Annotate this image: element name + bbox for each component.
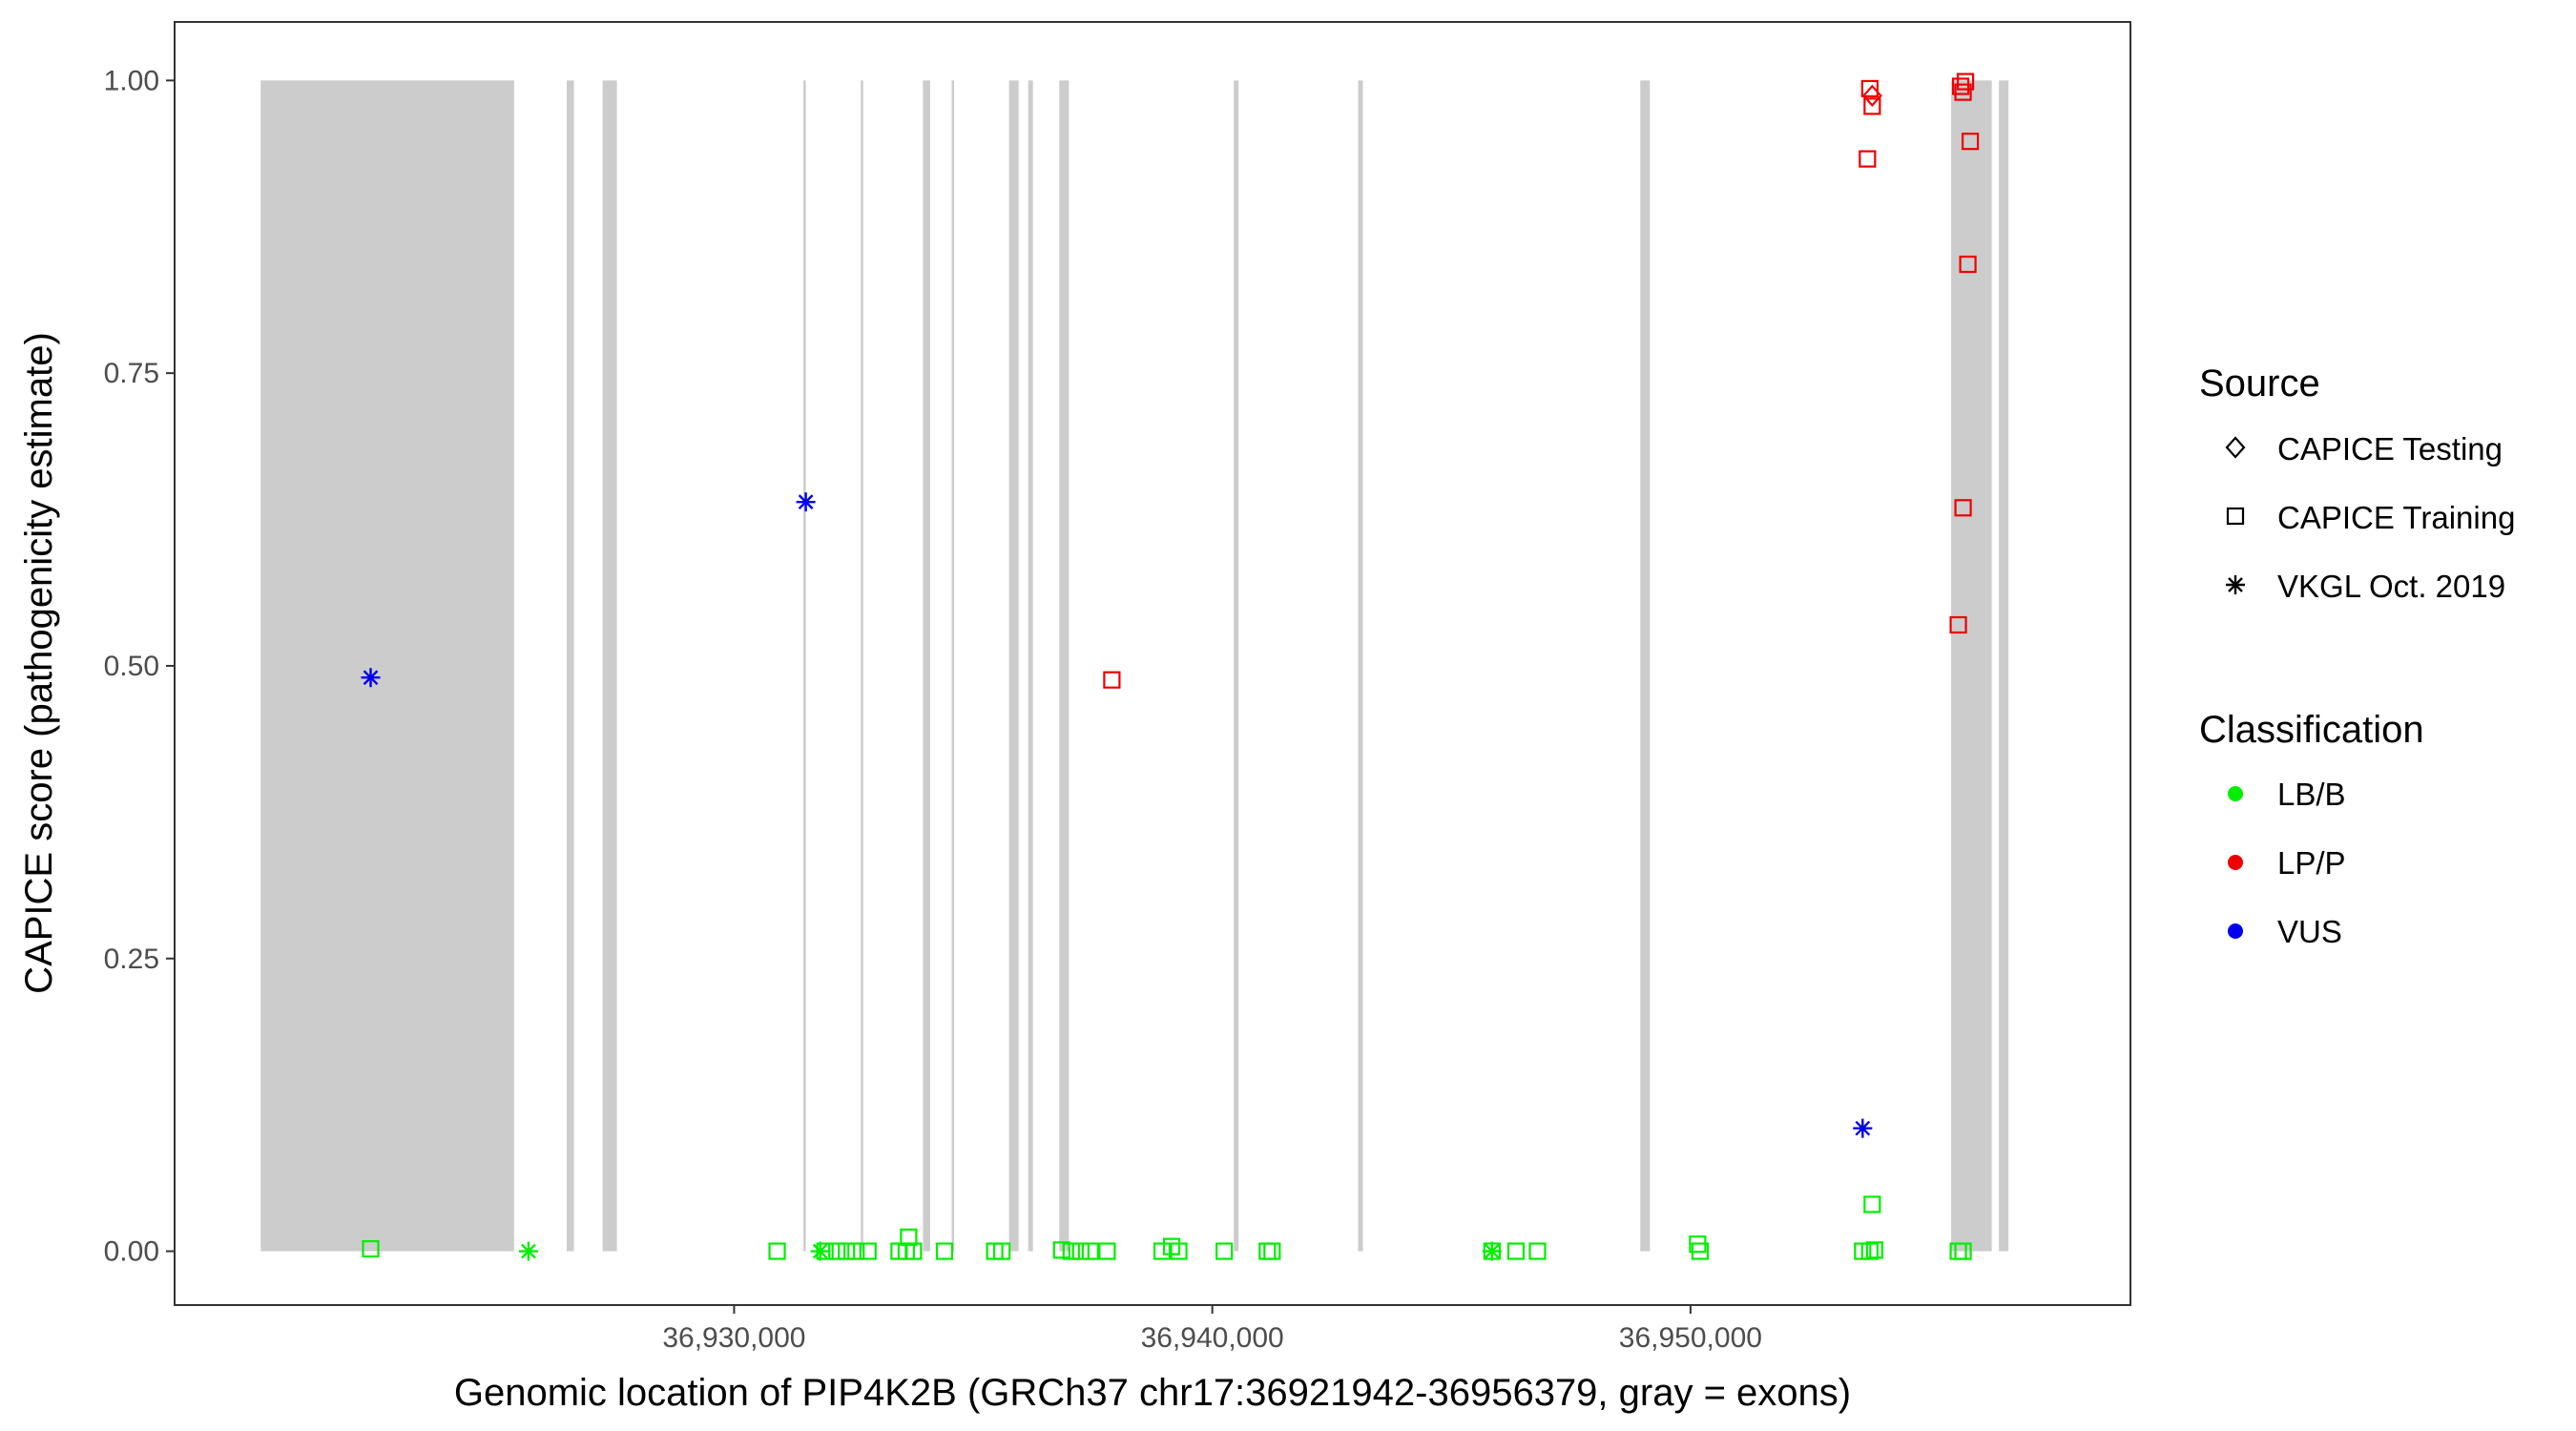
legend-source-testing: CAPICE Testing xyxy=(2225,431,2503,467)
square-point xyxy=(1062,1242,1080,1260)
asterisk-point xyxy=(796,492,816,512)
exon-band xyxy=(1008,80,1019,1252)
legend-lbb-dot xyxy=(2228,786,2243,801)
square-point xyxy=(1951,77,1970,95)
legend-asterisk-symbol xyxy=(2226,575,2245,594)
data-points xyxy=(361,73,1980,1261)
exon-band xyxy=(951,80,954,1252)
exon-band xyxy=(260,80,514,1252)
legend-source-title: Source xyxy=(2199,363,2320,404)
exon-band xyxy=(923,80,930,1252)
legend-lpp-dot xyxy=(2228,855,2243,870)
y-tick-label: 0.25 xyxy=(104,944,159,975)
legend-vus-dot xyxy=(2228,923,2243,939)
square-point xyxy=(1863,97,1881,115)
asterisk-point xyxy=(361,668,381,688)
exon-band xyxy=(1059,80,1070,1252)
plot-border xyxy=(174,21,2131,1306)
square-point xyxy=(1691,1242,1709,1260)
asterisk-point xyxy=(518,1241,538,1261)
square-point xyxy=(1959,255,1977,274)
square-point xyxy=(1860,79,1879,98)
square-point xyxy=(1860,1242,1879,1260)
legend-source-testing-label: CAPICE Testing xyxy=(2277,431,2503,467)
y-tick-label: 0.75 xyxy=(104,358,159,389)
x-tick-label: 36,930,000 xyxy=(662,1322,805,1354)
square-point xyxy=(1949,615,1967,634)
square-point xyxy=(859,1242,877,1260)
exon-band xyxy=(1358,80,1363,1252)
asterisk-point xyxy=(1853,1118,1873,1138)
exon-band xyxy=(1234,80,1239,1252)
y-tick-label: 1.00 xyxy=(104,65,159,96)
x-axis: 36,930,000 36,940,000 36,950,000 xyxy=(662,1305,1762,1354)
diamond-point xyxy=(1861,84,1882,107)
y-tick-label: 0.00 xyxy=(104,1236,159,1268)
square-point xyxy=(900,1228,918,1246)
square-point xyxy=(1071,1242,1090,1260)
square-point xyxy=(1954,83,1972,101)
square-point xyxy=(1215,1242,1234,1260)
legend-source-vkgl: VKGL Oct. 2019 xyxy=(2226,569,2505,604)
legend-source-training-label: CAPICE Training xyxy=(2277,500,2515,535)
square-point xyxy=(838,1242,856,1260)
legend-square-symbol xyxy=(2226,507,2245,526)
legend-source-vkgl-label: VKGL Oct. 2019 xyxy=(2277,569,2505,604)
exon-band xyxy=(861,80,863,1252)
square-point xyxy=(1263,1242,1281,1260)
exon-band xyxy=(1999,80,2009,1252)
x-axis-title: Genomic location of PIP4K2B (GRCh37 chr1… xyxy=(454,1372,1851,1414)
square-point xyxy=(847,1242,865,1260)
legend-source-training: CAPICE Training xyxy=(2226,500,2515,535)
exon-band xyxy=(602,80,617,1252)
square-point xyxy=(1954,1242,1972,1260)
legend-class-lbb: LB/B xyxy=(2228,777,2346,812)
exon-band xyxy=(803,80,806,1252)
exon-band xyxy=(567,80,574,1252)
square-point xyxy=(1859,150,1877,168)
legend-class-lbb-label: LB/B xyxy=(2277,777,2346,812)
square-point xyxy=(1170,1242,1188,1260)
square-point xyxy=(1098,1242,1116,1260)
exon-bands xyxy=(260,80,2009,1252)
square-point xyxy=(904,1242,923,1260)
x-tick-label: 36,940,000 xyxy=(1141,1322,1284,1354)
legend-diamond-symbol xyxy=(2225,436,2246,459)
legend-class-lpp-label: LP/P xyxy=(2277,845,2346,881)
exon-band xyxy=(1028,80,1033,1252)
square-point xyxy=(1863,1195,1881,1213)
legend: Source CAPICE Testing CAPICE Training VK… xyxy=(2199,363,2515,949)
legend-class-vus-label: VUS xyxy=(2277,914,2342,949)
square-point xyxy=(362,1239,380,1258)
square-point xyxy=(935,1242,954,1260)
asterisk-point xyxy=(1482,1241,1502,1261)
square-point xyxy=(768,1242,786,1260)
exon-band xyxy=(1640,80,1651,1252)
square-point xyxy=(1081,1242,1099,1260)
exon-band xyxy=(1951,80,1992,1252)
square-point xyxy=(1103,671,1121,689)
square-point xyxy=(1956,73,1975,91)
legend-classification-title: Classification xyxy=(2199,709,2424,751)
square-point xyxy=(1153,1242,1172,1260)
square-point xyxy=(993,1242,1011,1260)
y-tick-label: 0.50 xyxy=(104,651,159,682)
square-point xyxy=(1052,1241,1070,1259)
asterisk-point xyxy=(810,1241,830,1261)
square-point xyxy=(1954,499,1972,517)
square-point xyxy=(1961,133,1980,151)
square-point xyxy=(1865,1241,1883,1259)
x-tick-label: 36,950,000 xyxy=(1619,1322,1762,1354)
legend-class-lpp: LP/P xyxy=(2228,845,2346,881)
legend-class-vus: VUS xyxy=(2228,914,2342,949)
square-point xyxy=(1528,1242,1547,1260)
square-point xyxy=(1506,1242,1526,1260)
y-axis-title: CAPICE score (pathogenicity estimate) xyxy=(18,332,60,994)
y-axis: 0.00 0.25 0.50 0.75 1.00 xyxy=(104,65,175,1268)
